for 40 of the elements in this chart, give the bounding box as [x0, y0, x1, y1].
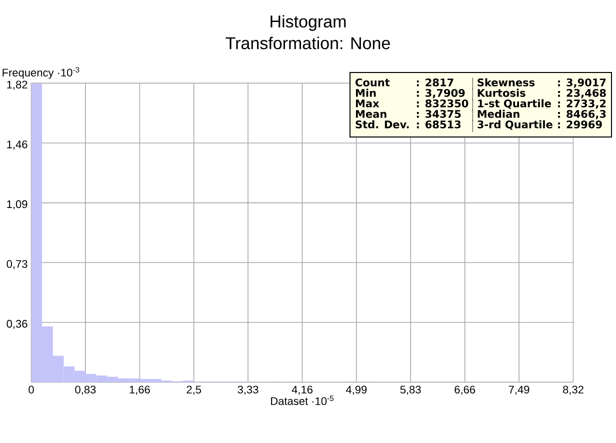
y-tick-label: 1,82 — [7, 80, 28, 90]
annotation: : 2817 — [416, 78, 454, 86]
annotation: : 3,7909 — [416, 88, 465, 98]
annotation: Max — [356, 100, 380, 108]
annotation: : 29969 — [558, 120, 602, 128]
annotation: Kurtosis — [478, 88, 526, 97]
y-tick-label: 0,36 — [6, 320, 28, 330]
annotation: : 8466,3 — [558, 110, 606, 120]
x-tick-label: 3,33 — [238, 386, 258, 395]
annotation: : 3,9017 — [558, 78, 606, 88]
annotation: Median — [478, 110, 520, 118]
x-tick-label: 0,83 — [75, 386, 96, 395]
x-axis-title: Dataset ·10$^{-5}$ — [271, 396, 334, 406]
y-axis-title: Frequency ·10$^{-3}$ — [2, 67, 80, 79]
annotation: Mean — [356, 110, 386, 118]
x-tick-label: 5,83 — [400, 386, 421, 395]
x-tick-label: 0 — [28, 386, 34, 394]
x-tick-label: 7,49 — [508, 386, 530, 395]
annotation: Skewness — [478, 78, 535, 86]
annotation: : 68513 — [416, 120, 461, 128]
x-tick-label: 2,5 — [186, 386, 202, 395]
annotation: : 34375 — [416, 110, 461, 118]
annotation: : 2733,2 — [558, 99, 606, 109]
x-tick-label: 4,99 — [346, 386, 367, 395]
annotation: Count — [356, 78, 390, 86]
annotation: Min — [356, 88, 376, 97]
annotation: : 23,468 — [558, 88, 606, 98]
x-tick-label: 8,32 — [563, 386, 584, 395]
chart-subtitle: Transformation: None — [226, 36, 390, 50]
y-tick-label: 0,73 — [6, 260, 28, 270]
annotation: : 832350 — [416, 99, 468, 108]
annotation: Std. Dev. — [356, 120, 409, 128]
annotation: 1-st Quartile — [478, 99, 551, 109]
x-tick-label: 1,66 — [130, 386, 150, 395]
annotation: 3-rd Quartile — [478, 120, 552, 130]
x-tick-label: 6,66 — [454, 386, 476, 395]
x-tick-label: 4,16 — [292, 386, 312, 395]
y-tick-label: 1,46 — [7, 140, 28, 150]
y-tick-label: 1,09 — [7, 200, 28, 210]
chart-title: Histogram — [270, 15, 346, 31]
